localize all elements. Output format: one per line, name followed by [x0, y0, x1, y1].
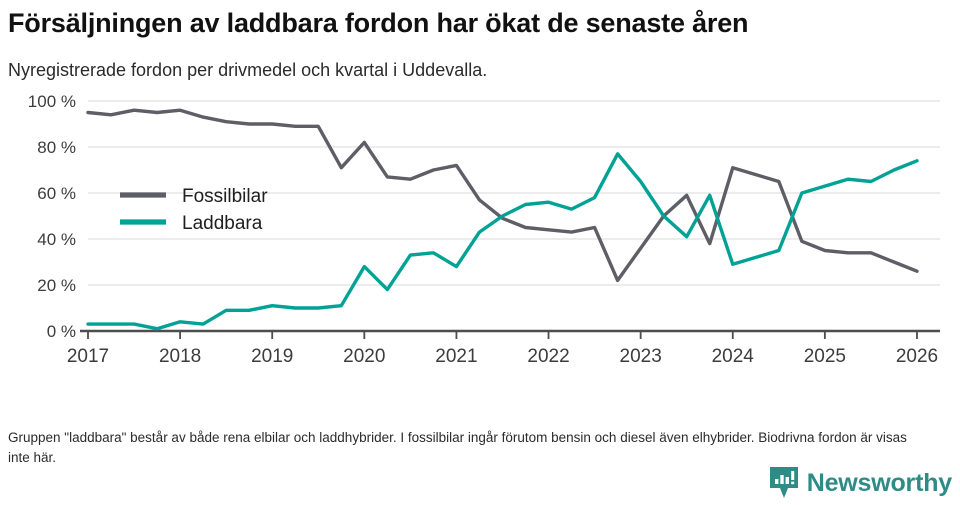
x-axis-tick-label: 2026 — [896, 346, 938, 367]
legend-label: Laddbara — [182, 213, 263, 234]
grid-lines — [88, 100, 940, 287]
x-axis-tick-label: 2021 — [435, 346, 477, 367]
series-line-laddbara — [86, 152, 919, 331]
page-title: Försäljningen av laddbara fordon har öka… — [8, 8, 749, 38]
chart-plot-area: 0 % 20 % 40 % 60 % 80 % 100 % 2017 2018 2019 202… — [8, 89, 952, 379]
y-axis-tick-label: 80 % — [37, 138, 76, 157]
data-series — [86, 108, 919, 331]
page-subtitle: Nyregistrerade fordon per drivmedel och … — [8, 60, 488, 81]
y-axis-tick-label: 100 % — [28, 92, 76, 111]
newsworthy-bars-pin-icon — [769, 467, 798, 498]
y-axis-tick-label: 60 % — [37, 184, 76, 203]
x-axis-tick-label: 2024 — [712, 346, 755, 367]
line-chart: 0 % 20 % 40 % 60 % 80 % 100 % 2017 2018 2019 202… — [28, 92, 940, 367]
x-axis-tick-label: 2019 — [251, 346, 293, 367]
x-axis-tick-label: 2017 — [67, 346, 109, 367]
legend-label: Fossilbilar — [182, 186, 268, 207]
y-axis-labels: 0 % 20 % 40 % 60 % 80 % 100 % — [28, 92, 76, 341]
x-axis-tick-label: 2023 — [620, 346, 662, 367]
chart-legend: Fossilbilar Laddbara — [120, 186, 268, 234]
x-axis-tick-label: 2020 — [343, 346, 385, 367]
series-line-fossilbilar — [86, 108, 919, 283]
footnote: Gruppen "laddbara" består av både rena e… — [8, 430, 907, 465]
x-axis-tick-label: 2025 — [804, 346, 846, 367]
x-axis-ticks — [87, 331, 918, 340]
brand-name: Newsworthy — [806, 468, 952, 497]
x-axis-labels: 2017 2018 2019 2020 2021 2022 2023 2024 2025 2026 — [67, 346, 938, 367]
y-axis-tick-label: 0 % — [47, 322, 76, 341]
brand-logo: Newsworthy — [769, 466, 952, 500]
x-axis-tick-label: 2022 — [527, 346, 569, 367]
y-axis-tick-label: 20 % — [37, 276, 76, 295]
y-axis-tick-label: 40 % — [37, 230, 76, 249]
x-axis-tick-label: 2018 — [159, 346, 201, 367]
